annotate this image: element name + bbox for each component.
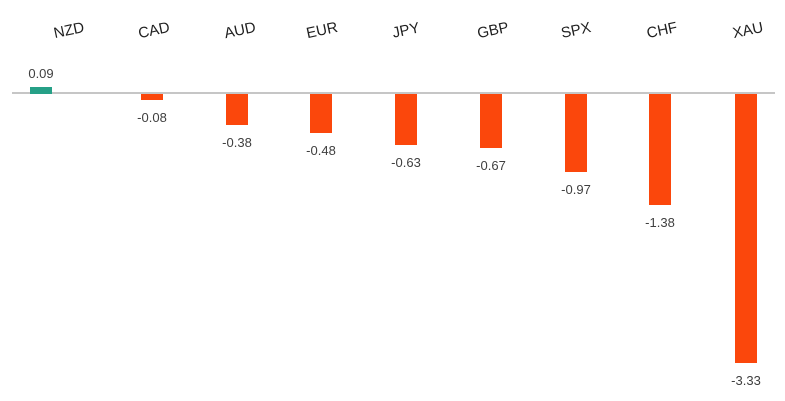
category-label-eur: EUR (304, 18, 340, 43)
value-label-gbp: -0.67 (476, 158, 506, 174)
bar-aud (226, 94, 248, 125)
category-label-chf: CHF (645, 18, 679, 43)
category-label-xau: XAU (731, 18, 765, 43)
category-label-gbp: GBP (475, 18, 511, 43)
value-label-aud: -0.38 (222, 134, 252, 150)
bar-nzd (30, 86, 52, 94)
bar-eur (310, 94, 332, 133)
bar-spx (565, 94, 587, 173)
value-label-chf: -1.38 (645, 215, 675, 231)
bar-gbp (480, 94, 502, 149)
value-label-eur: -0.48 (306, 142, 336, 158)
category-label-jpy: JPY (390, 19, 422, 42)
value-label-spx: -0.97 (561, 182, 591, 198)
bar-xau (735, 94, 757, 363)
category-label-cad: CAD (136, 18, 172, 43)
value-label-cad: -0.08 (137, 110, 167, 126)
bar-jpy (395, 94, 417, 145)
category-label-spx: SPX (559, 19, 593, 42)
value-label-jpy: -0.63 (391, 154, 421, 170)
category-label-aud: AUD (222, 18, 258, 43)
category-label-nzd: NZD (52, 18, 86, 43)
value-label-nzd: 0.09 (28, 65, 54, 81)
x-axis-zero-line (12, 92, 775, 94)
bar-chf (649, 94, 671, 206)
bar-cad (141, 94, 163, 101)
value-label-xau: -3.33 (731, 372, 761, 388)
